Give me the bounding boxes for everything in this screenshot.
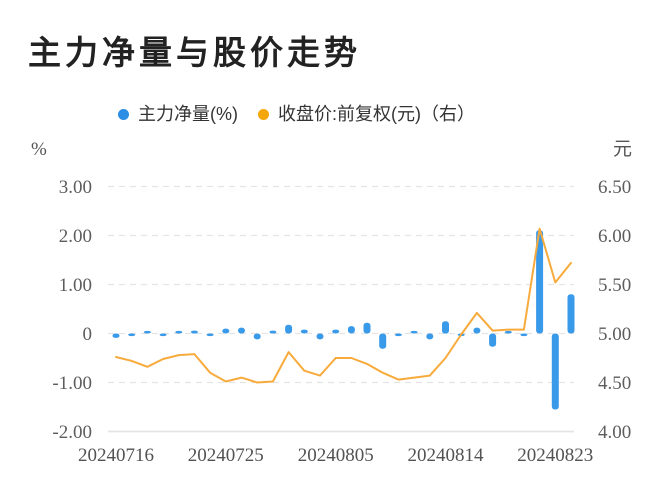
bar-main-net-volume [442,321,449,334]
bar-main-net-volume [347,326,355,334]
bar-main-net-volume [190,330,198,334]
close-price-line [115,227,572,384]
bar-main-net-volume [285,324,293,334]
bar-main-net-volume [238,327,245,334]
bar-main-net-volume [551,333,559,410]
bar-main-net-volume [143,330,151,334]
bar-main-net-volume [379,333,387,349]
bar-main-net-volume [175,330,183,334]
x-axis-date-label: 20240814 [408,445,485,466]
bar-main-net-volume [253,333,261,340]
left-axis-tick-label: -1.00 [52,373,92,394]
bar-main-net-volume [536,230,544,334]
right-axis-tick-label: 5.00 [598,324,631,345]
left-axis-tick-label: 2.00 [59,226,92,247]
bar-main-net-volume [363,322,371,334]
right-axis-tick-label: 4.00 [598,422,631,443]
bar-main-net-volume [159,333,167,337]
bar-main-net-volume [410,330,418,334]
legend-label-line-series: 收盘价:前复权(元)（右） [278,104,475,124]
legend-dot-bar-series [118,108,129,120]
bar-main-net-volume [473,327,481,334]
bar-main-net-volume [332,329,340,334]
right-axis-unit: 元 [613,139,633,160]
x-axis-date-label: 20240823 [517,445,593,466]
bar-main-net-volume [300,329,308,334]
left-axis-tick-label: 3.00 [59,177,92,198]
right-axis-tick-label: 6.00 [598,226,631,247]
x-axis-date-label: 20240725 [188,445,264,466]
legend-label-bar-series: 主力净量(%) [138,104,238,124]
bar-main-net-volume [489,333,497,347]
bar-main-net-volume [222,328,230,334]
right-axis-tick-label: 4.50 [598,373,631,394]
bar-main-net-volume [112,333,120,338]
legend-dot-line-series [258,108,269,120]
legend: 主力净量(%) 收盘价:前复权(元)（右） [118,103,475,125]
bar-main-net-volume [394,333,402,337]
bar-main-net-volume [206,333,214,337]
right-axis-tick-label: 5.50 [598,275,631,296]
chart-title: 主力净量与股价走势 [28,34,361,71]
x-axis-date-label: 20240805 [298,445,374,466]
left-axis-unit: % [31,139,47,160]
bar-main-net-volume [504,330,512,334]
left-axis-tick-label: 1.00 [59,275,92,296]
bar-main-net-volume [269,330,277,334]
x-axis-date-label: 20240716 [78,445,154,466]
bar-main-net-volume [128,333,136,337]
legend-item-close-price[interactable]: 收盘价:前复权(元)（右） [258,105,475,123]
bar-main-net-volume [426,333,434,340]
legend-item-main-net-volume[interactable]: 主力净量(%) [118,105,238,123]
bar-main-net-volume [567,294,575,334]
left-axis-tick-label: -2.00 [52,422,92,443]
left-axis-tick-label: 0 [83,324,93,345]
right-axis-tick-label: 6.50 [598,177,631,198]
bar-main-net-volume [316,333,324,340]
bar-main-net-volume [520,333,528,337]
